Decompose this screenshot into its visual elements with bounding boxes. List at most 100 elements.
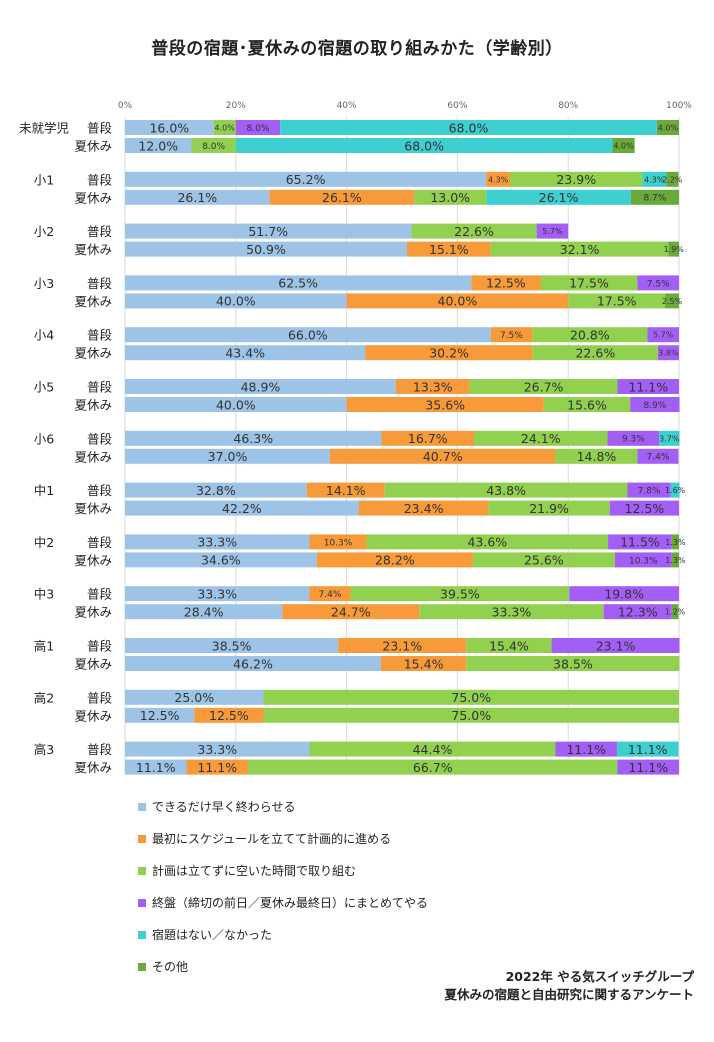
data-label: 17.5% xyxy=(569,276,609,291)
bar-segment xyxy=(536,223,569,239)
bar-segment xyxy=(406,241,491,257)
bar-label: 普段 xyxy=(87,328,112,343)
bar-segment xyxy=(358,500,489,516)
legend-swatch-spare-time xyxy=(138,866,146,875)
data-label: 8.7% xyxy=(643,194,666,204)
data-label: 1.9% xyxy=(664,245,685,254)
legend-label-planned: 最初にスケジュールを立てて計画的に進める xyxy=(152,832,392,846)
data-label: 68.0% xyxy=(404,138,444,153)
bar-segment xyxy=(671,604,679,620)
bar-segment xyxy=(125,430,382,446)
bar-label: 普段 xyxy=(87,535,112,550)
bar-label: 夏休み xyxy=(74,139,112,154)
bar-segment xyxy=(540,275,638,291)
bar-segment xyxy=(350,586,570,602)
data-label: 23.9% xyxy=(556,172,596,187)
bar-segment xyxy=(614,552,672,568)
bar-segment xyxy=(125,379,396,394)
data-label: 12.5% xyxy=(209,708,249,723)
bar-segment xyxy=(395,379,470,394)
bar-segment xyxy=(551,638,680,653)
data-label: 75.0% xyxy=(451,708,491,723)
bar-label: 普段 xyxy=(87,121,112,136)
legend-label-spare-time: 計画は立てずに空いた時間で取り組む xyxy=(152,864,357,878)
bar-segment xyxy=(125,138,192,153)
legend-label-no-homework: 宿題はない／なかった xyxy=(152,928,273,942)
data-label: 23.1% xyxy=(596,638,636,653)
data-label: 33.3% xyxy=(492,604,532,619)
bar-segment xyxy=(659,430,680,446)
data-label: 4.0% xyxy=(215,124,236,133)
data-label: 38.5% xyxy=(553,656,593,671)
bar-segment xyxy=(555,448,638,464)
bar-segment xyxy=(125,689,264,705)
data-label: 34.6% xyxy=(201,553,241,568)
bar-segment xyxy=(125,241,407,257)
data-label: 13.3% xyxy=(413,379,453,394)
bar-segment xyxy=(125,534,310,550)
bar-label: 夏休み xyxy=(74,398,112,413)
data-label: 50.9% xyxy=(246,242,286,257)
x-tick-label: 20% xyxy=(226,101,246,111)
group-label: 小5 xyxy=(34,380,54,395)
bar-segment xyxy=(125,759,187,775)
bar-segment xyxy=(627,482,671,498)
bar-segment xyxy=(263,707,679,723)
data-label: 1.3% xyxy=(665,556,686,565)
bar-segment xyxy=(191,138,236,153)
data-label: 46.2% xyxy=(233,656,273,671)
data-label: 44.4% xyxy=(413,742,453,757)
bar-label: 夏休み xyxy=(74,190,112,205)
data-label: 46.3% xyxy=(233,431,273,446)
bar-label: 普段 xyxy=(87,742,112,757)
bar-label: 普段 xyxy=(87,224,112,239)
data-label: 11.5% xyxy=(620,535,660,550)
bar-label: 夏休み xyxy=(74,708,112,723)
bar-segment xyxy=(510,171,643,187)
bar-segment xyxy=(309,534,367,550)
bar-segment xyxy=(125,189,270,205)
bar-segment xyxy=(656,120,679,135)
bar-segment xyxy=(194,707,264,723)
bar-segment xyxy=(125,656,381,671)
stacked-bar-chart: 0% 20% 40% 60% 80% 100%未就学児 普段 16.0% 4.0% 8.0% 68.… xyxy=(19,101,692,775)
bar-segment xyxy=(607,430,660,446)
data-label: 8.9% xyxy=(643,401,666,411)
legend-item-early: できるだけ早く終わらせる xyxy=(138,798,296,818)
data-label: 7.4% xyxy=(319,590,342,600)
bar-label: 夏休み xyxy=(74,242,112,257)
bar-segment xyxy=(630,189,679,205)
data-label: 28.4% xyxy=(184,604,224,619)
bar-label: 夏休み xyxy=(74,760,112,775)
data-label: 1.6% xyxy=(665,486,686,495)
x-tick-label: 100% xyxy=(666,101,692,111)
bar-segment xyxy=(637,275,679,291)
bar-segment xyxy=(125,552,317,568)
legend-item-other: その他 xyxy=(138,958,188,978)
data-label: 26.1% xyxy=(322,190,362,205)
bar-segment xyxy=(280,120,657,135)
source-line-2: 夏休みの宿題と自由研究に関するアンケート xyxy=(444,987,694,1002)
data-label: 26.1% xyxy=(177,190,217,205)
group-label: 高1 xyxy=(34,639,54,654)
data-label: 14.1% xyxy=(326,483,366,498)
data-label: 7.8% xyxy=(638,487,661,497)
bar-segment xyxy=(466,638,552,653)
data-label: 40.0% xyxy=(216,294,256,309)
source-line-1: 2022年 やる気スイッチグループ xyxy=(505,969,694,984)
data-label: 75.0% xyxy=(451,690,491,705)
data-label: 12.3% xyxy=(618,604,658,619)
legend-swatch-planned xyxy=(138,834,146,843)
bar-segment xyxy=(125,223,412,239)
legend-label-last-minute: 終盤（締切の前日／夏休み最終日）にまとめてやる xyxy=(152,896,429,910)
data-label: 10.3% xyxy=(324,538,353,548)
bar-label: 夏休み xyxy=(74,553,112,568)
bar-segment xyxy=(235,120,281,135)
data-label: 11.1% xyxy=(628,760,668,775)
bar-segment xyxy=(213,120,236,135)
data-label: 4.3% xyxy=(488,175,509,184)
data-label: 62.5% xyxy=(278,276,318,291)
bar-segment xyxy=(616,741,679,757)
data-label: 28.2% xyxy=(375,553,415,568)
bar-segment xyxy=(338,638,467,653)
